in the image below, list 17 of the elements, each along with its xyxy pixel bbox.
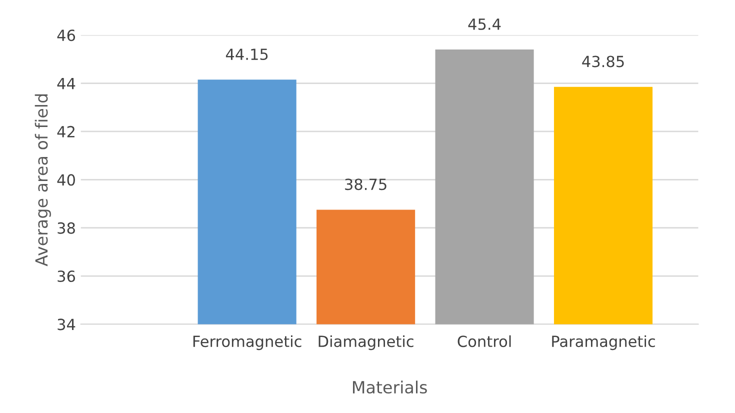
- y-tick-label: 40: [57, 174, 75, 186]
- x-tick-label: Diamagnetic: [318, 335, 414, 350]
- y-tick-label: 38: [58, 222, 75, 234]
- x-tick-label: Control: [458, 335, 511, 348]
- y-axis-title: Average area of field: [34, 94, 51, 266]
- data-label: 38.75: [345, 178, 386, 190]
- y-tick-label: 46: [57, 30, 76, 42]
- y-tick-label: 36: [58, 270, 76, 282]
- data-label: 44.15: [226, 48, 268, 60]
- x-axis-title: Materials: [352, 380, 427, 394]
- data-label: 45.4: [468, 18, 501, 30]
- x-tick-label: Ferromagnetic: [193, 335, 302, 350]
- y-tick-label: 44: [57, 78, 76, 90]
- y-tick-label: 42: [57, 126, 74, 138]
- y-tick-label: 34: [58, 318, 76, 330]
- x-tick-label: Paramagnetic: [552, 335, 655, 350]
- data-label: 43.85: [582, 56, 624, 68]
